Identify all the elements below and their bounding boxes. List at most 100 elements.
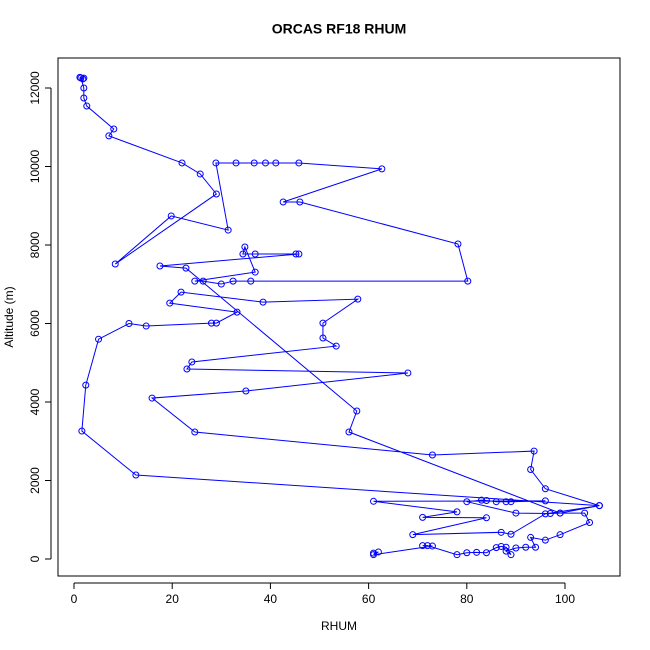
data-point [132, 471, 140, 479]
data-point [497, 528, 505, 536]
data-point [183, 365, 191, 373]
data-point [196, 170, 204, 178]
data-point [464, 277, 472, 285]
data-point [80, 84, 88, 92]
data-point [156, 262, 164, 270]
x-axis-label: RHUM [321, 619, 357, 633]
data-point [292, 250, 300, 258]
data-point [111, 260, 119, 268]
data-point [76, 73, 84, 81]
data-point [482, 514, 490, 522]
data-point [182, 264, 190, 272]
data-point [492, 498, 500, 506]
data-point [428, 451, 436, 459]
data-point [241, 243, 249, 251]
data-point [251, 250, 259, 258]
y-tick-label: 2000 [28, 467, 42, 494]
data-point [78, 427, 86, 435]
data-point [148, 394, 156, 402]
data-point [507, 551, 515, 559]
data-point [463, 549, 471, 557]
data-point [233, 308, 241, 316]
data-point [527, 533, 535, 541]
data-point [586, 519, 594, 527]
data-point [191, 277, 199, 285]
y-tick-label: 10000 [28, 149, 42, 183]
data-point [453, 508, 461, 516]
x-tick-label: 40 [264, 592, 278, 606]
data-point [581, 509, 589, 517]
data-point [370, 497, 378, 505]
data-point [502, 498, 510, 506]
data-point [207, 319, 215, 327]
data-point [232, 159, 240, 167]
data-point [212, 190, 220, 198]
y-tick-label: 12000 [28, 71, 42, 105]
data-point [242, 387, 250, 395]
data-point [272, 159, 280, 167]
data-point [259, 298, 267, 306]
data-point [378, 165, 386, 173]
data-point [546, 509, 554, 517]
data-point [419, 513, 427, 521]
data-point [261, 159, 269, 167]
data-point [482, 497, 490, 505]
data-point [295, 159, 303, 167]
data-point [80, 74, 88, 82]
data-point [212, 319, 220, 327]
data-point [507, 530, 515, 538]
data-point [353, 407, 361, 415]
y-tick-label: 8000 [28, 231, 42, 258]
data-point [473, 548, 481, 556]
data-point [199, 277, 207, 285]
data-point [556, 531, 564, 539]
chart-title: ORCAS RF18 RHUM [272, 21, 407, 37]
data-point [319, 319, 327, 327]
data-point [354, 295, 362, 303]
data-point [239, 250, 247, 258]
data-point [454, 240, 462, 248]
data-point [110, 125, 118, 133]
data-point [556, 509, 564, 517]
data-point [80, 94, 88, 102]
data-point [142, 322, 150, 330]
data-point [212, 159, 220, 167]
y-tick-label: 0 [28, 555, 42, 562]
data-point [250, 159, 258, 167]
data-point [512, 544, 520, 552]
data-point [527, 466, 535, 474]
data-line [79, 76, 600, 556]
data-point [332, 342, 340, 350]
data-point [295, 250, 303, 258]
data-point [497, 542, 505, 550]
y-tick-label: 4000 [28, 388, 42, 415]
data-point [541, 510, 549, 518]
data-point [482, 549, 490, 557]
data-point [530, 447, 538, 455]
y-tick-label: 6000 [28, 310, 42, 337]
data-point [419, 542, 427, 550]
data-point [167, 212, 175, 220]
data-point [217, 280, 225, 288]
data-point [83, 102, 91, 110]
data-point [541, 497, 549, 505]
data-point [319, 334, 327, 342]
data-point [188, 358, 196, 366]
data-point [166, 299, 174, 307]
data-point [541, 536, 549, 544]
data-point [296, 198, 304, 206]
data-point [507, 498, 515, 506]
x-tick-label: 0 [71, 592, 78, 606]
data-point [345, 428, 353, 436]
data-point [409, 531, 417, 539]
data-point [532, 543, 540, 551]
data-point [541, 485, 549, 493]
data-point [105, 132, 113, 140]
data-point [191, 428, 199, 436]
plot-frame [57, 57, 621, 577]
x-tick-label: 20 [166, 592, 180, 606]
data-point [595, 502, 603, 510]
data-point [463, 498, 471, 506]
data-point [370, 551, 378, 559]
